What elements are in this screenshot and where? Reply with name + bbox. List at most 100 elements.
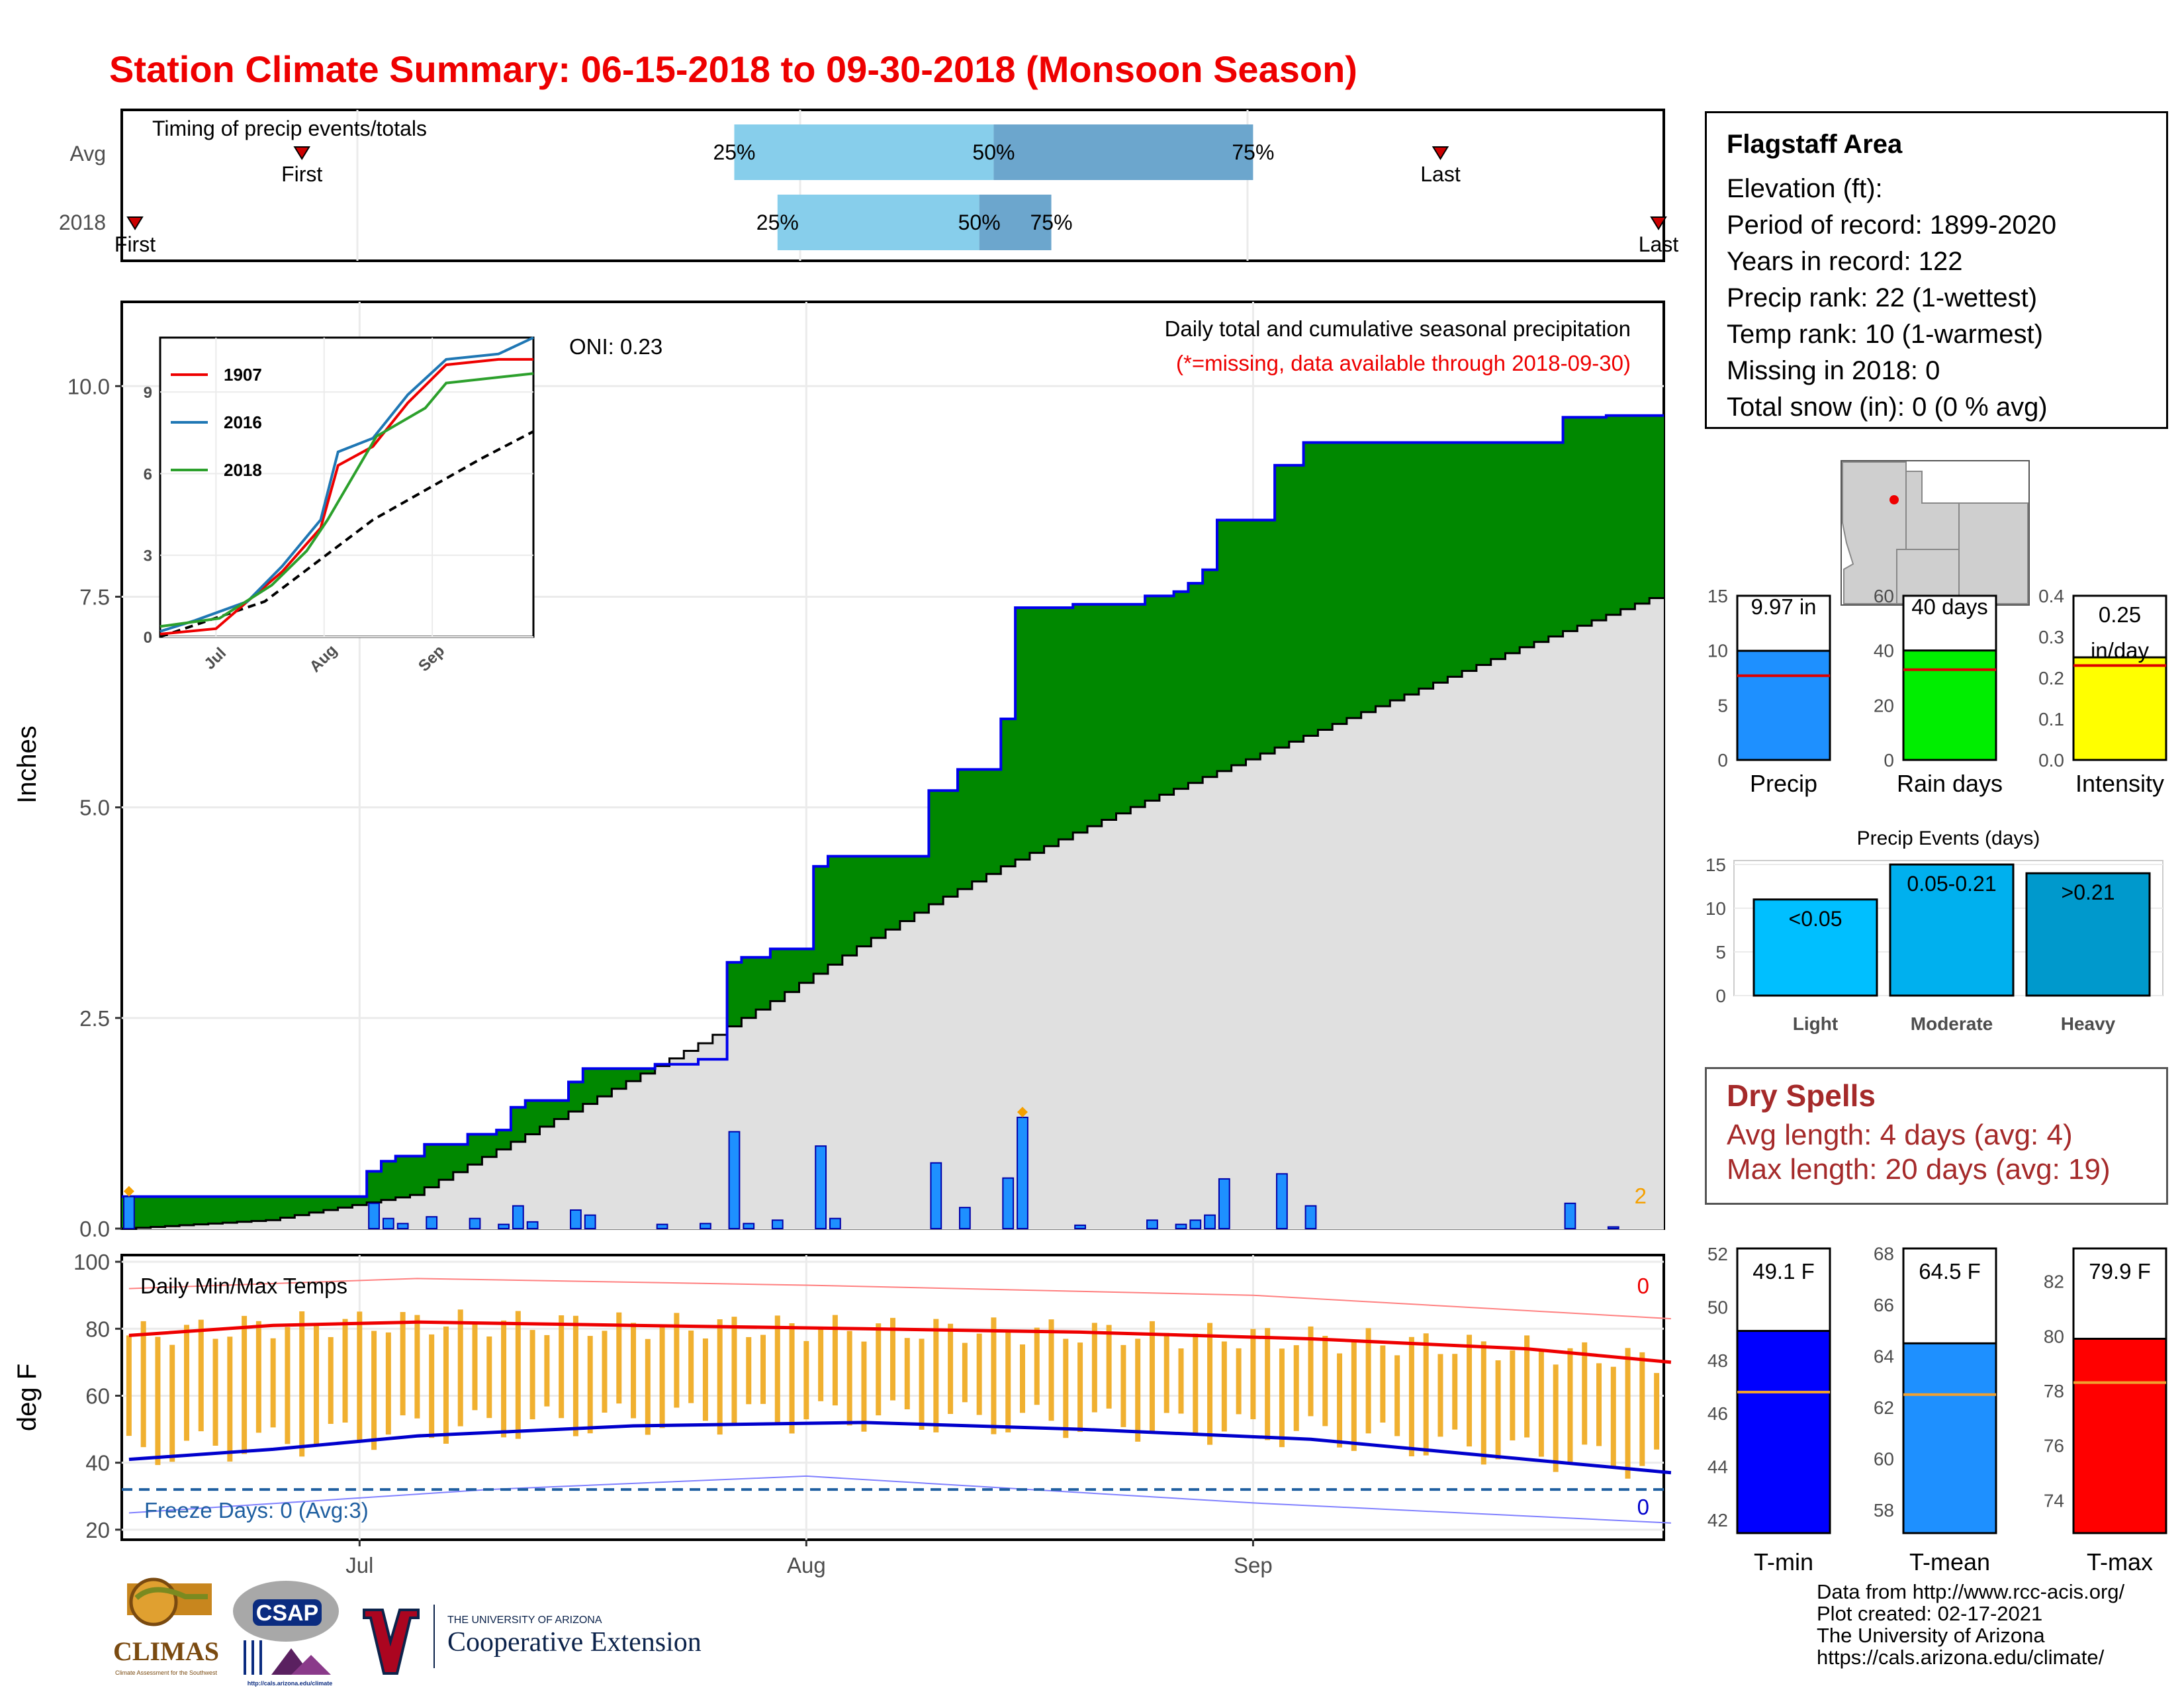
info-period: Period of record: 1899-2020 [1727,211,2057,240]
mini-ytick-label: 5 [1717,695,1728,716]
timing-label-25: 25% [713,140,755,164]
temp-ytick-label: 20 [85,1518,110,1542]
mini-ytick-label: 0 [1717,750,1728,771]
oni-label: ONI: 0.23 [569,334,662,359]
daily-precip-bar [728,1131,741,1229]
timing-marker-first [293,146,310,160]
timing-row-avg-label: Avg [69,142,106,165]
temp-ytick-label: 60 [85,1383,110,1408]
timing-marker-last [1650,216,1667,230]
credits: Data from http://www.rcc-acis.org/ Plot … [1817,1581,2124,1668]
dry-spells-box: Dry Spells Avg length: 4 days (avg: 4) M… [1705,1067,2168,1205]
timing-bar-25-50 [734,124,994,180]
temp-bar-value-label: 79.9 F [2089,1259,2151,1284]
events-bar-label: 0.05-0.21 [1907,872,1996,896]
mini-ytick-label: 20 [1874,695,1894,716]
mini-ytick-label: 0.3 [2038,627,2064,647]
daily-precip-bar [396,1223,409,1230]
daily-precip-bar [1175,1223,1187,1229]
daily-precip-bar [829,1217,841,1230]
events-bar-Light [1752,898,1878,997]
temp-bar-ytick-label: 80 [2044,1326,2064,1346]
daily-precip-bar [771,1219,784,1229]
csap-logo: CSAP http://cals.arizona.edu/climate [233,1581,339,1687]
inset-series-line-2018 [159,372,534,628]
mini-ytick-label: 0.1 [2038,709,2064,729]
temp-bar-xlabel: T-mean [1909,1548,1990,1575]
inset-series-line-1907 [159,357,533,635]
temp-bar-xlabel: T-max [2087,1548,2153,1575]
precip-ylabel: Inches [13,726,42,804]
daily-precip-bar [382,1217,394,1230]
daily-precip-bar [1017,1117,1028,1229]
mini-bar-Intensity [2072,656,2167,761]
info-years: Years in record: 122 [1727,247,1963,276]
tmin-record-count: 0 [1637,1495,1649,1519]
page-title: Station Climate Summary: 06-15-2018 to 0… [109,48,1357,90]
events-xtick-label: Moderate [1911,1013,1993,1034]
daily-precip-bar [700,1223,711,1230]
daily-precip-bar [498,1223,510,1229]
precip-ytick-label: 10.0 [68,374,110,399]
inset-legend-label: 2018 [224,460,262,480]
precip-panel-label: Daily total and cumulative seasonal prec… [1165,316,1631,341]
daily-precip-bar [1564,1202,1576,1230]
temp-bar-ytick-label: 50 [1707,1297,1728,1317]
temp-xtick-label: Jul [345,1553,373,1577]
mini-xlabel: Precip [1750,770,1817,797]
timing-label-last: Last [1639,232,1679,256]
mini-bar-Precip [1736,649,1831,761]
events-ytick-label: 5 [1715,942,1726,962]
daily-precip-bar [1204,1214,1216,1229]
credit-source: Data from http://www.rcc-acis.org/ [1817,1580,2125,1603]
temp-bar-value-label: 64.5 F [1919,1259,1981,1284]
tmin-avg-line [128,1421,1672,1475]
events-bar-Moderate [1889,863,2015,997]
temp-bar-ytick-label: 60 [1874,1449,1894,1470]
temp-bar-ytick-label: 44 [1707,1457,1728,1477]
timing-label-first: First [281,162,322,186]
timing-label-75: 75% [1232,140,1274,164]
mini-ytick-label: 0.0 [2038,750,2064,771]
daily-precip-bar [1002,1177,1015,1229]
mini-ytick-label: 0.4 [2038,586,2064,606]
timing-label-50: 50% [958,211,1001,234]
cumulative-avg-step-line [122,597,1664,1230]
station-marker [1889,495,1899,504]
events-ytick-label: 15 [1706,855,1726,875]
timing-bar-50-75 [993,124,1253,180]
daily-precip-bar [1218,1178,1230,1229]
timing-label-last: Last [1420,162,1461,186]
ua-name: THE UNIVERSITY OF ARIZONA [447,1615,602,1626]
temp-bar-value-label: 49.1 F [1752,1259,1815,1284]
climas-subtitle: Climate Assessment for the Southwest [115,1669,218,1676]
ua-extension: Cooperative Extension [447,1627,702,1658]
mini-ytick-label: 0 [1884,750,1894,771]
freeze-days-label: Freeze Days: 0 (Avg:3) [144,1498,369,1523]
inset-series-line-2016 [159,336,534,633]
tmax-record-count: 0 [1637,1274,1649,1298]
temp-xtick-label: Sep [1234,1553,1273,1577]
timing-bar-25-50 [777,195,979,250]
timing-label-50: 50% [972,140,1015,164]
info-temp-rank: Temp rank: 10 (1-warmest) [1727,320,2043,349]
temp-bar-ytick-label: 48 [1707,1350,1728,1371]
daily-precip-bar [570,1209,582,1229]
temp-xtick-label: Aug [787,1553,826,1577]
events-ytick-label: 10 [1706,898,1726,919]
events-title: Precip Events (days) [1857,827,2040,849]
timing-panel: Timing of precip events/totals Avg 2018 … [59,109,1679,262]
events-ytick-label: 0 [1715,986,1726,1006]
timing-row-2018-label: 2018 [59,211,106,234]
daily-precip-bar [426,1216,438,1229]
timing-panel-label: Timing of precip events/totals [152,117,427,140]
tmax-avg-line [128,1320,1672,1364]
daily-precip-bar [1304,1205,1317,1229]
temp-bar-ytick-label: 64 [1874,1346,1894,1367]
inset-legend-label: 2016 [224,412,262,432]
mini-value-label: 40 days [1911,594,1988,619]
precip-ytick-label: 7.5 [79,585,110,609]
temp-bar-ytick-label: 78 [2044,1381,2064,1401]
daily-precip-bar [526,1221,539,1230]
